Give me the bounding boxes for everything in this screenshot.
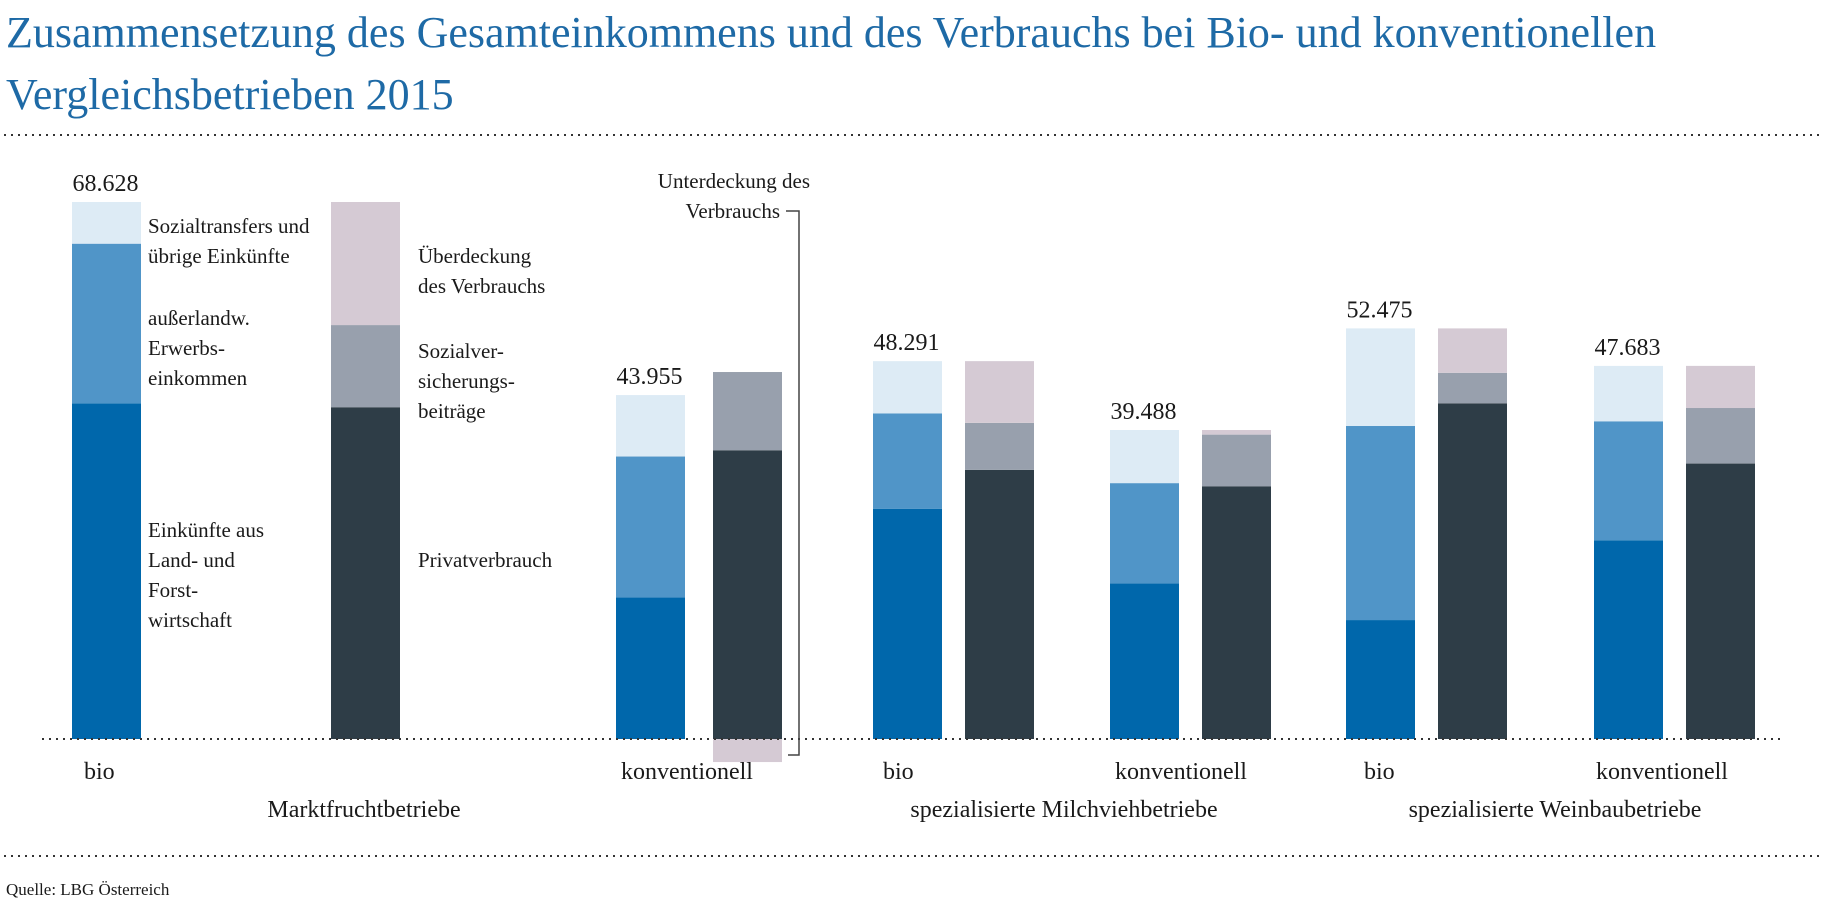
sozialtransfers-bar xyxy=(616,395,685,457)
einkuenfte-lf-bar xyxy=(1594,540,1663,739)
ausserlandw-bar xyxy=(873,413,942,509)
legend-sozialtransfers: Sozialtransfers und übrige Einkünfte xyxy=(148,214,310,268)
sozialversicherung-bar xyxy=(331,325,400,408)
total-value-label: 48.291 xyxy=(874,330,940,356)
privatverbrauch-bar xyxy=(1438,403,1507,739)
legend-ausserlandw: außerlandw. Erwerbs-einkommen xyxy=(148,306,250,390)
unterdeckung-bar xyxy=(713,739,782,763)
group-label: Marktfruchtbetriebe xyxy=(267,797,460,823)
sozialversicherung-bar xyxy=(1438,372,1507,404)
ausserlandw-bar xyxy=(1346,426,1415,621)
farm-type-label: bio xyxy=(84,759,115,785)
farm-type-label: konventionell xyxy=(621,759,753,785)
total-value-label: 43.955 xyxy=(617,364,683,390)
ausserlandw-bar xyxy=(1594,421,1663,541)
privatverbrauch-bar xyxy=(713,450,782,739)
sozialtransfers-bar xyxy=(1594,365,1663,422)
legend-privatverbrauch: Privatverbrauch xyxy=(418,548,553,572)
ueberdeckung-bar xyxy=(1202,430,1271,435)
source-note: Quelle: LBG Österreich xyxy=(6,880,170,899)
ueberdeckung-bar xyxy=(1686,365,1755,409)
total-value-label: 47.683 xyxy=(1595,335,1661,361)
legend-unterdeckung: Unterdeckung des Verbrauchs xyxy=(658,169,810,223)
ausserlandw-bar xyxy=(1110,483,1179,584)
ausserlandw-bar xyxy=(72,243,141,404)
einkuenfte-lf-bar xyxy=(616,597,685,739)
privatverbrauch-bar xyxy=(965,469,1034,739)
ueberdeckung-bar xyxy=(331,202,400,326)
group-label: spezialisierte Weinbaubetriebe xyxy=(1409,797,1702,823)
sozialversicherung-bar xyxy=(713,372,782,451)
sozialversicherung-bar xyxy=(965,422,1034,470)
sozialversicherung-bar xyxy=(1202,434,1271,487)
unterdeckung-bracket xyxy=(786,210,800,756)
total-value-label: 52.475 xyxy=(1347,297,1413,323)
einkuenfte-lf-bar xyxy=(1346,620,1415,739)
privatverbrauch-bar xyxy=(331,407,400,739)
ausserlandw-bar xyxy=(616,456,685,598)
total-value-label: 68.628 xyxy=(73,171,139,197)
privatverbrauch-bar xyxy=(1686,463,1755,739)
legend-ueberdeckung: Überdeckung des Verbrauchs xyxy=(418,244,545,298)
ueberdeckung-bar xyxy=(965,361,1034,423)
chart-title: Zusammensetzung des Gesamteinkommens und… xyxy=(6,8,1657,119)
legend-einkuenfte-lf: Einkünfte aus Land- und Forst-wirtschaft xyxy=(148,518,264,632)
ueberdeckung-bar xyxy=(1438,328,1507,373)
legend-sozialversicherung: Sozialver-sicherungs-beiträge xyxy=(418,339,515,423)
farm-type-label: konventionell xyxy=(1596,759,1728,785)
sozialtransfers-bar xyxy=(873,361,942,414)
sozialtransfers-bar xyxy=(1346,328,1415,427)
group-label: spezialisierte Milchviehbetriebe xyxy=(910,797,1217,823)
farm-type-label: bio xyxy=(883,759,914,785)
einkuenfte-lf-bar xyxy=(1110,583,1179,739)
total-value-label: 39.488 xyxy=(1111,399,1177,425)
sozialtransfers-bar xyxy=(72,202,141,244)
einkuenfte-lf-bar xyxy=(873,508,942,739)
farm-type-label: konventionell xyxy=(1115,759,1247,785)
sozialversicherung-bar xyxy=(1686,408,1755,464)
sozialtransfers-bar xyxy=(1110,430,1179,484)
privatverbrauch-bar xyxy=(1202,486,1271,739)
einkuenfte-lf-bar xyxy=(72,403,141,739)
farm-type-label: bio xyxy=(1364,759,1395,785)
